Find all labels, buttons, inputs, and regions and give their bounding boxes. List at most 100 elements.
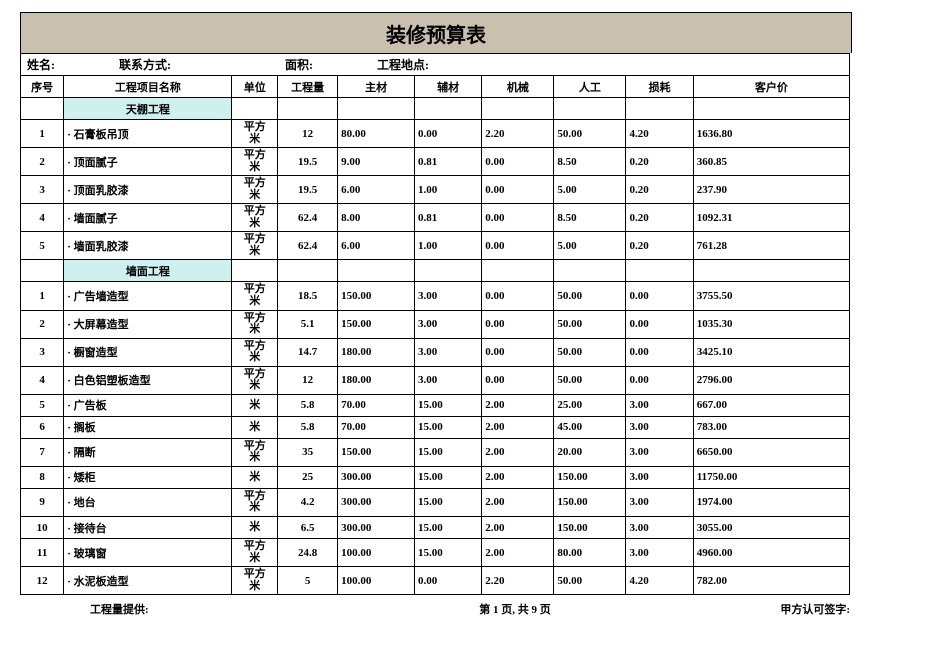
cell: 4960.00 xyxy=(693,539,849,567)
cell: 50.00 xyxy=(554,366,626,394)
cell: · 矮柜 xyxy=(64,466,232,488)
cell: 米 xyxy=(232,466,278,488)
cell: 米 xyxy=(232,517,278,539)
label-name: 姓名: xyxy=(21,56,61,73)
cell: 9 xyxy=(21,488,64,516)
cell: 0.00 xyxy=(626,282,693,310)
cell: 平方米 xyxy=(232,120,278,148)
cell: 80.00 xyxy=(338,120,415,148)
cell: 3.00 xyxy=(626,394,693,416)
cell: 180.00 xyxy=(338,366,415,394)
cell: 平方米 xyxy=(232,438,278,466)
table-row: 6· 搁板米5.870.0015.002.0045.003.00783.00 xyxy=(21,416,850,438)
cell: 0.81 xyxy=(415,204,482,232)
cell: 平方米 xyxy=(232,310,278,338)
cell: 5 xyxy=(278,567,338,595)
cell: 15.00 xyxy=(415,416,482,438)
cell: · 广告板 xyxy=(64,394,232,416)
cell: · 玻璃窗 xyxy=(64,539,232,567)
cell: 50.00 xyxy=(554,310,626,338)
cell: 0.00 xyxy=(626,366,693,394)
cell: 6650.00 xyxy=(693,438,849,466)
cell: 8.50 xyxy=(554,204,626,232)
cell: 150.00 xyxy=(554,466,626,488)
cell: 3055.00 xyxy=(693,517,849,539)
col-header: 客户价 xyxy=(693,76,849,98)
cell: 7 xyxy=(21,438,64,466)
cell: 5.00 xyxy=(554,176,626,204)
cell: 1 xyxy=(21,282,64,310)
title-text: 装修预算表 xyxy=(386,19,486,48)
cell: 15.00 xyxy=(415,488,482,516)
cell: 9.00 xyxy=(338,148,415,176)
table-row: 8· 矮柜米25300.0015.002.00150.003.0011750.0… xyxy=(21,466,850,488)
cell: 12 xyxy=(278,120,338,148)
page-footer: 工程量提供: 第 1 页, 共 9 页 甲方认可签字: xyxy=(20,601,850,617)
cell: 2.00 xyxy=(482,416,554,438)
table-row: 2· 大屏幕造型平方米5.1150.003.000.0050.000.00103… xyxy=(21,310,850,338)
cell: 0.20 xyxy=(626,232,693,260)
col-header: 损耗 xyxy=(626,76,693,98)
col-header: 辅材 xyxy=(415,76,482,98)
cell: 3425.10 xyxy=(693,338,849,366)
table-row: 5· 墙面乳胶漆平方米62.46.001.000.005.000.20761.2… xyxy=(21,232,850,260)
cell: 5.00 xyxy=(554,232,626,260)
cell: 0.00 xyxy=(482,366,554,394)
cell: 5.8 xyxy=(278,394,338,416)
cell: 62.4 xyxy=(278,204,338,232)
section-title: 墙面工程 xyxy=(64,260,232,282)
cell: 15.00 xyxy=(415,466,482,488)
col-header: 机械 xyxy=(482,76,554,98)
cell: 2.20 xyxy=(482,120,554,148)
cell: 150.00 xyxy=(554,488,626,516)
cell: 50.00 xyxy=(554,282,626,310)
cell: 5.8 xyxy=(278,416,338,438)
cell: 0.00 xyxy=(626,310,693,338)
cell: 80.00 xyxy=(554,539,626,567)
table-row: 5· 广告板米5.870.0015.002.0025.003.00667.00 xyxy=(21,394,850,416)
col-header: 工程量 xyxy=(278,76,338,98)
cell: 2 xyxy=(21,310,64,338)
cell: 150.00 xyxy=(338,282,415,310)
cell: 1.00 xyxy=(415,176,482,204)
cell: 3 xyxy=(21,176,64,204)
cell: 平方米 xyxy=(232,204,278,232)
cell: 0.20 xyxy=(626,176,693,204)
table-row: 1· 石膏板吊顶平方米1280.000.002.2050.004.201636.… xyxy=(21,120,850,148)
table-row: 7· 隔断平方米35150.0015.002.0020.003.006650.0… xyxy=(21,438,850,466)
table-row: 1· 广告墙造型平方米18.5150.003.000.0050.000.0037… xyxy=(21,282,850,310)
cell: 2 xyxy=(21,148,64,176)
cell: 0.00 xyxy=(482,282,554,310)
cell: 0.00 xyxy=(482,176,554,204)
cell: 667.00 xyxy=(693,394,849,416)
cell: · 水泥板造型 xyxy=(64,567,232,595)
cell: 100.00 xyxy=(338,539,415,567)
cell: 150.00 xyxy=(554,517,626,539)
cell: 1092.31 xyxy=(693,204,849,232)
cell: · 白色铝塑板造型 xyxy=(64,366,232,394)
cell: 19.5 xyxy=(278,148,338,176)
cell: · 墙面腻子 xyxy=(64,204,232,232)
cell: · 顶面乳胶漆 xyxy=(64,176,232,204)
cell: 300.00 xyxy=(338,517,415,539)
col-header: 人工 xyxy=(554,76,626,98)
col-header: 主材 xyxy=(338,76,415,98)
cell: 50.00 xyxy=(554,567,626,595)
col-header: 工程项目名称 xyxy=(64,76,232,98)
cell: 5 xyxy=(21,232,64,260)
cell: 1.00 xyxy=(415,232,482,260)
cell: 2.00 xyxy=(482,488,554,516)
cell: 25 xyxy=(278,466,338,488)
cell: · 墙面乳胶漆 xyxy=(64,232,232,260)
table-header-row: 序号工程项目名称单位工程量主材辅材机械人工损耗客户价 xyxy=(21,76,850,98)
table-row: 4· 墙面腻子平方米62.48.000.810.008.500.201092.3… xyxy=(21,204,850,232)
cell: 3.00 xyxy=(626,517,693,539)
cell: · 隔断 xyxy=(64,438,232,466)
cell: 3.00 xyxy=(626,466,693,488)
footer-right: 甲方认可签字: xyxy=(670,601,850,617)
cell: 70.00 xyxy=(338,394,415,416)
cell: 米 xyxy=(232,394,278,416)
cell: 6.00 xyxy=(338,232,415,260)
page-title: 装修预算表 xyxy=(20,12,852,53)
section-title: 天棚工程 xyxy=(64,98,232,120)
